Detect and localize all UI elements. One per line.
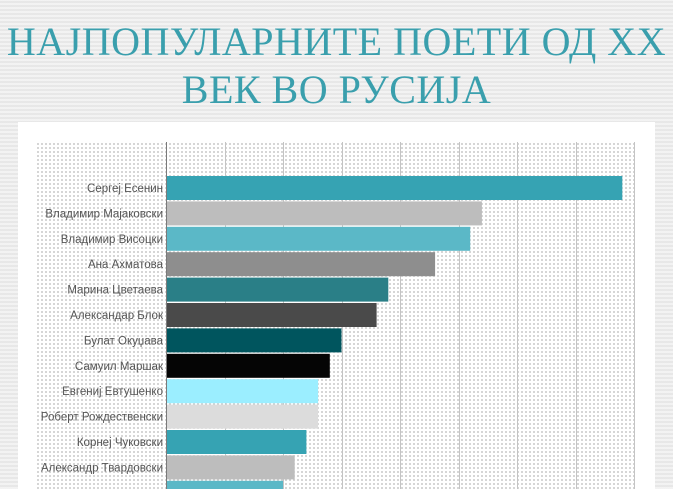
chart-title-line-2: ВЕК ВО РУСИЈА (181, 67, 492, 112)
category-label: Евгениј Евтушенко (62, 386, 163, 398)
bar (167, 455, 295, 480)
bar (167, 176, 623, 200)
bar (167, 328, 342, 353)
category-label: Корнеј Чуковски (77, 437, 163, 449)
category-label: Булат Окуџава (84, 335, 164, 347)
category-label: Владимир Мајаковски (45, 208, 163, 220)
bar (167, 480, 283, 489)
category-label: Ана Ахматова (88, 259, 164, 271)
bar (167, 303, 377, 327)
category-label: Сергеј Есенин (87, 183, 163, 195)
bar (167, 201, 482, 226)
bar (167, 353, 330, 378)
bars (167, 176, 623, 489)
bar (167, 252, 436, 277)
category-label: Владимир Висоцки (61, 234, 163, 246)
category-label: Александр Твардовски (41, 462, 163, 474)
bar (167, 430, 307, 454)
category-label: Марина Цветаева (67, 285, 163, 297)
bar (167, 404, 319, 429)
bar (167, 226, 471, 251)
category-label: Самуил Маршак (75, 361, 164, 373)
bar (167, 379, 319, 404)
bar (167, 277, 389, 302)
category-label: Александар Блок (70, 310, 164, 322)
chart-title-line-1: НАЈПОПУЛАРНИТЕ ПОЕТИ ОД XX (6, 19, 667, 64)
category-label: Роберт Рождественски (41, 412, 163, 424)
category-labels: Сергеј Есенин Владимир Мајаковски Владимир… (41, 183, 164, 474)
chart-title: НАЈПОПУЛАРНИТЕ ПОЕТИ ОД XX ВЕК ВО РУСИЈА (0, 18, 673, 114)
